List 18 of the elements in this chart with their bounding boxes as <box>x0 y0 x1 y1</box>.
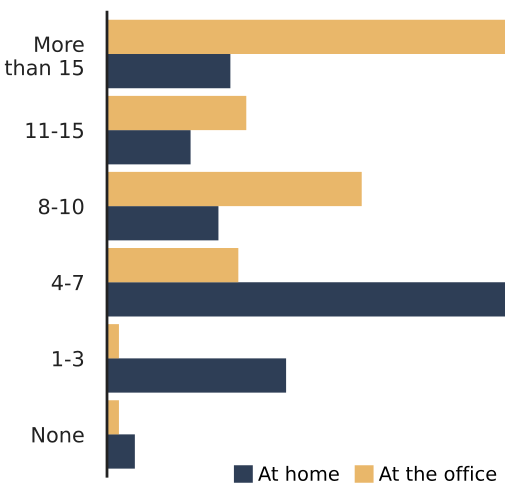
legend-label: At home <box>258 466 339 481</box>
bar <box>107 172 362 206</box>
bar <box>107 434 135 469</box>
bar <box>107 20 505 54</box>
bar <box>107 130 191 164</box>
bar <box>107 282 505 316</box>
y-tick-label: 4-7 <box>52 274 83 290</box>
bar <box>107 54 230 88</box>
y-tick-label: More than 15 <box>4 36 84 76</box>
bar <box>107 96 246 130</box>
y-tick-label: None <box>32 427 84 443</box>
y-tick-label: 1-3 <box>53 350 84 367</box>
bar <box>107 358 286 393</box>
legend-label: At the office <box>378 466 496 481</box>
bar <box>107 206 218 240</box>
y-tick-label: 8-10 <box>38 198 84 214</box>
y-tick-label: 11-15 <box>26 122 83 138</box>
bar <box>107 248 238 282</box>
